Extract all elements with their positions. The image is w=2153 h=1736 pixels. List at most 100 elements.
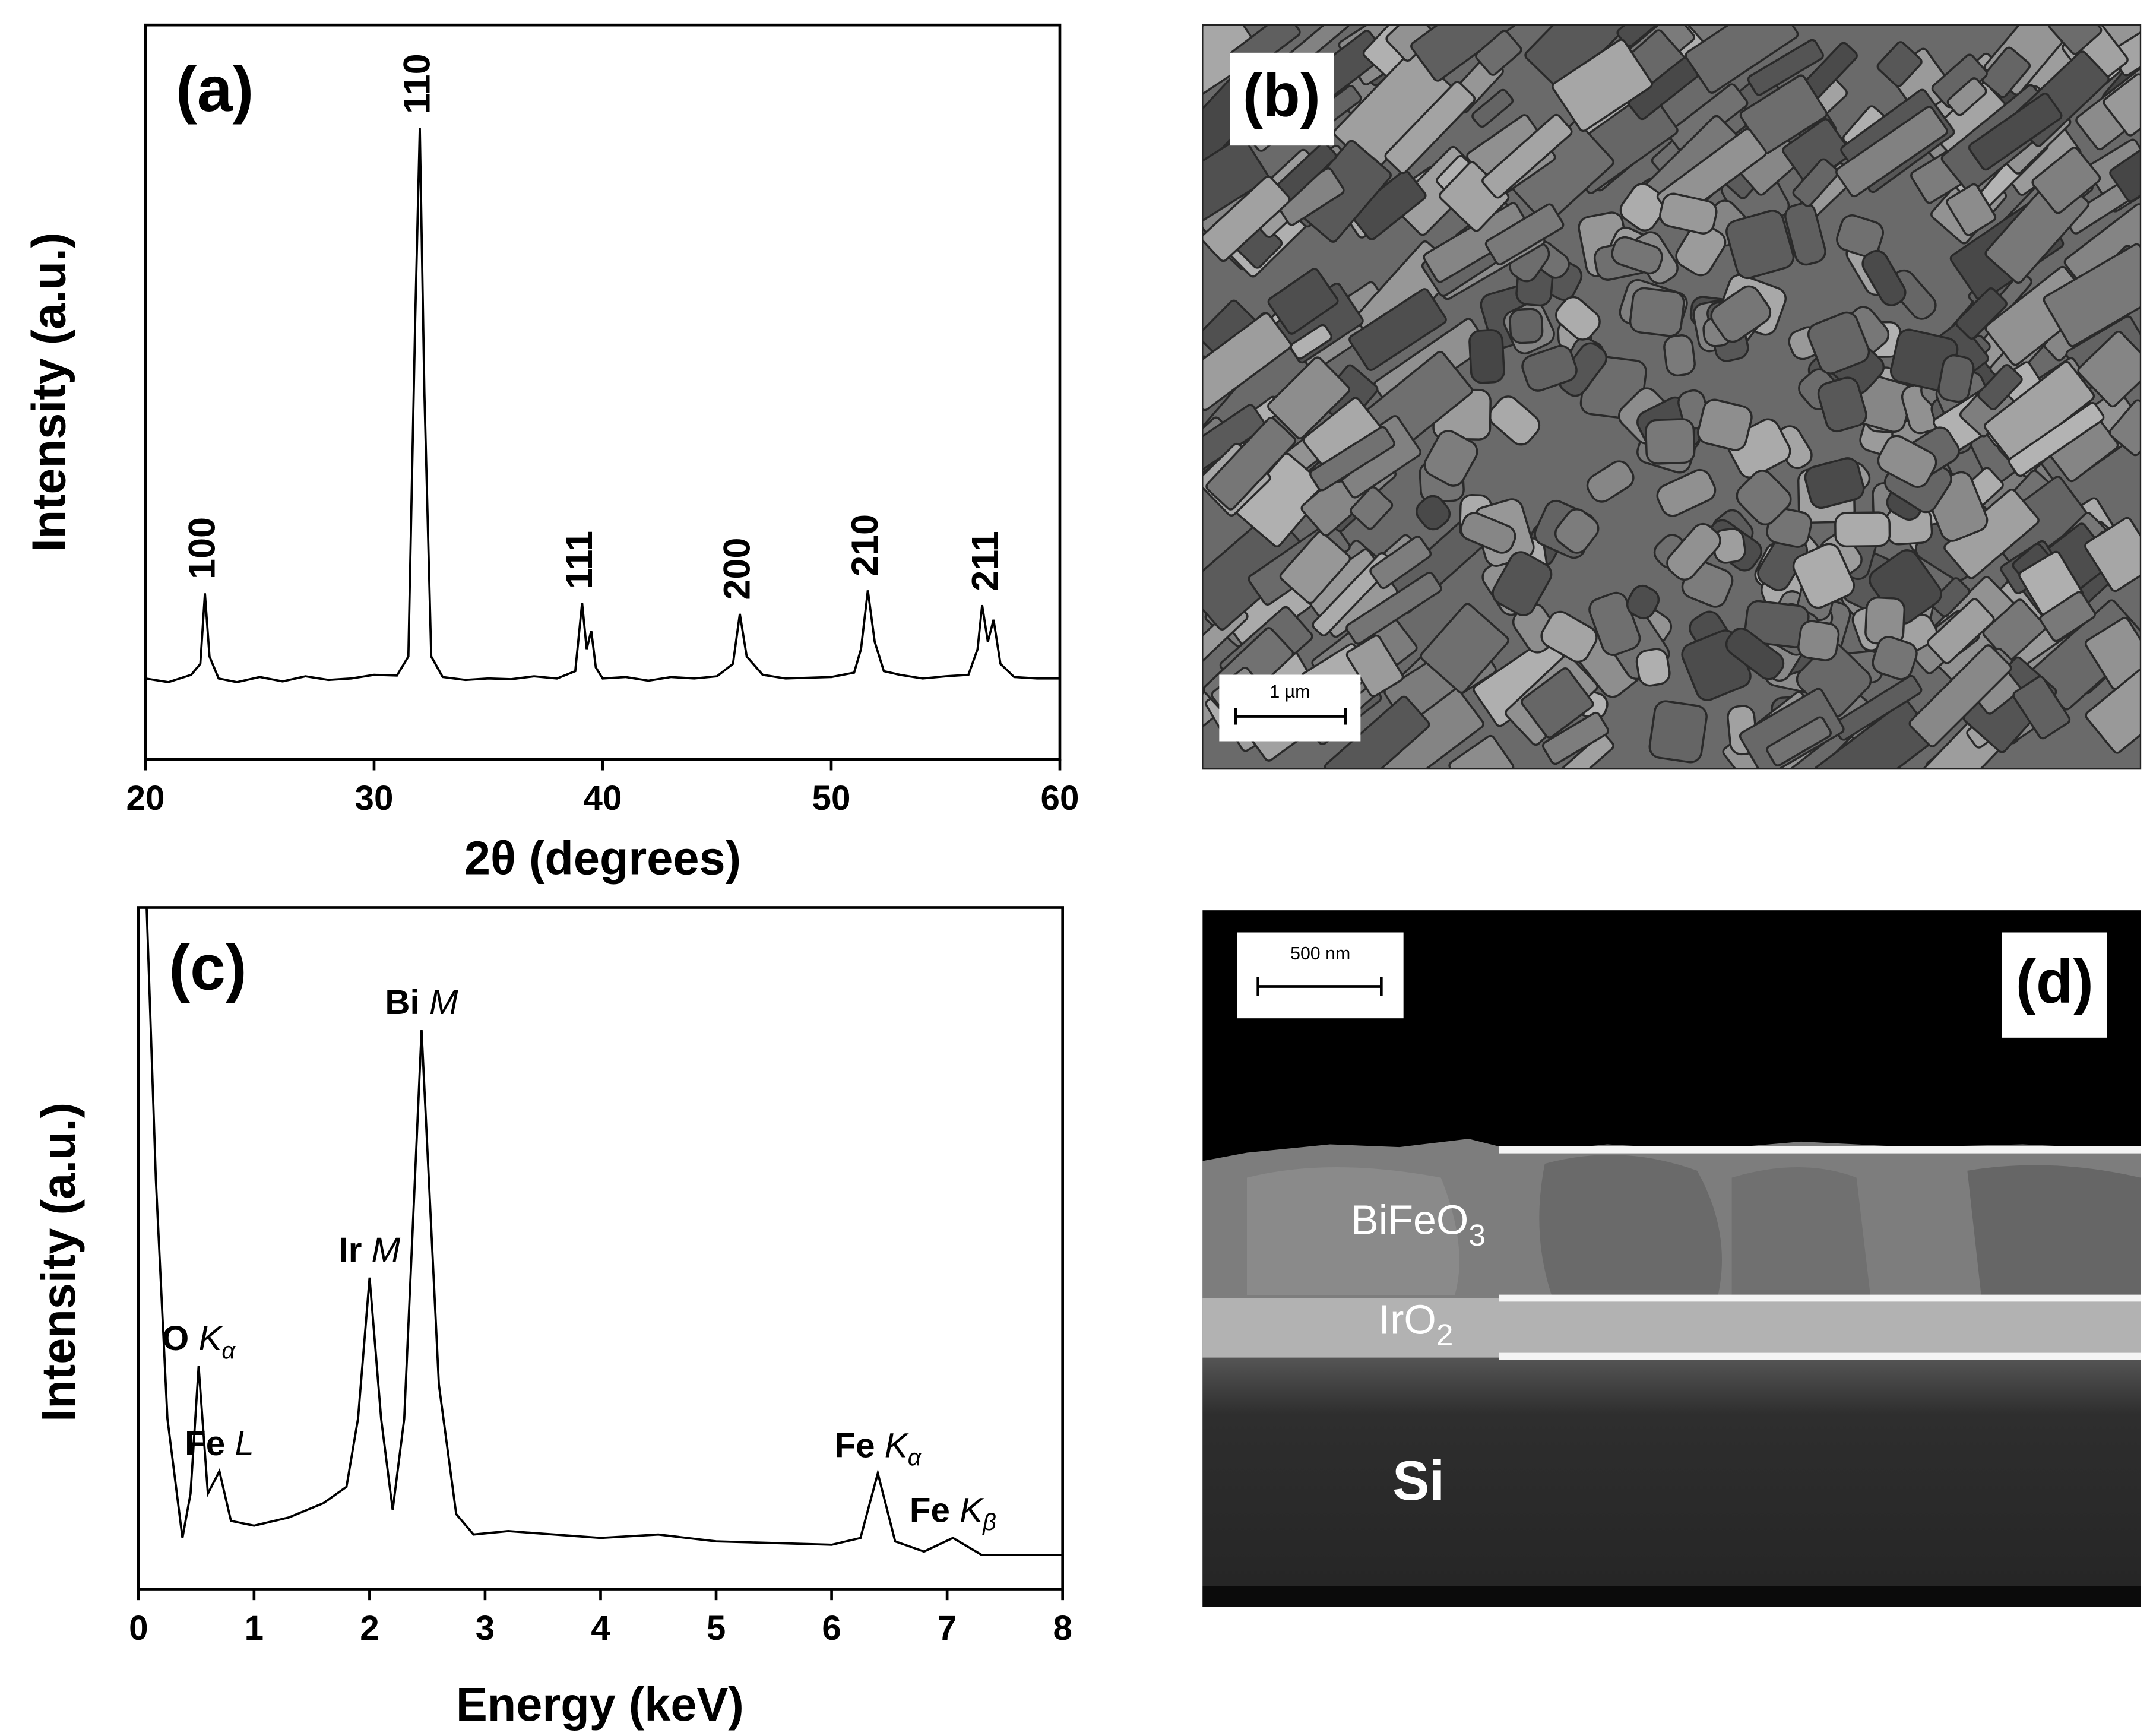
grain	[1736, 470, 1792, 526]
element: Fe	[185, 1424, 225, 1463]
panel-label: (a)	[176, 53, 254, 125]
scale-box	[1219, 674, 1361, 742]
grain	[1982, 598, 2047, 662]
scale-bar-label: 500 nm	[1290, 944, 1350, 964]
grain	[1202, 136, 1269, 224]
grain	[1725, 210, 1795, 280]
x-tick-label: 3	[476, 1609, 495, 1648]
line-subscript: β	[982, 1510, 996, 1536]
line-symbol: K	[960, 1491, 984, 1530]
line-symbol: M	[372, 1231, 401, 1269]
layer-label: BiFeO3	[1351, 1197, 1486, 1252]
grain	[1423, 429, 1478, 487]
grain	[1541, 711, 1610, 765]
grain	[1492, 551, 1553, 616]
grain	[1324, 695, 1430, 769]
label-box	[1230, 52, 1334, 146]
grain	[1836, 214, 1884, 258]
grain	[1448, 734, 1515, 769]
grain	[1876, 41, 1923, 87]
grain	[1792, 543, 1856, 609]
grain	[2077, 330, 2141, 408]
grain	[1345, 571, 1442, 645]
grain	[1666, 522, 1721, 581]
peak-label: 111	[559, 531, 600, 589]
sem-top-view	[1202, 25, 2141, 769]
scale-bar	[1256, 977, 1383, 996]
line-subscript: α	[221, 1338, 236, 1364]
x-tick-label: 2	[360, 1609, 379, 1648]
x-tick-label: 4	[591, 1609, 610, 1648]
element: Ir	[339, 1231, 362, 1269]
peak-label: Fe Kα	[834, 1427, 922, 1471]
grain	[1645, 418, 1696, 465]
element: Bi	[385, 984, 419, 1022]
grain	[1797, 620, 1840, 661]
grain	[1350, 486, 1394, 530]
grain	[1725, 627, 1785, 680]
line-symbol: K	[199, 1320, 224, 1358]
grain	[1384, 81, 1476, 175]
x-tick-label: 6	[822, 1609, 841, 1648]
label-box	[2002, 932, 2107, 1038]
x-tick-label: 1	[245, 1609, 264, 1648]
x-tick-label: 8	[1053, 1609, 1072, 1648]
x-axis-title: Energy (keV)	[456, 1678, 744, 1731]
grain	[1804, 457, 1865, 509]
grain	[2043, 243, 2141, 347]
grain	[1908, 644, 2012, 747]
grain	[1202, 175, 1291, 262]
grain	[1481, 113, 1573, 199]
grain	[1475, 30, 1522, 76]
peak-label: Bi M	[385, 984, 458, 1022]
grain	[1659, 192, 1718, 235]
grain	[1968, 93, 2063, 171]
grain	[1946, 183, 1997, 236]
grain	[2109, 148, 2141, 202]
grain	[1552, 39, 1653, 132]
peak-label: O Kα	[162, 1320, 236, 1364]
grain	[2103, 73, 2141, 137]
scale-box	[1237, 932, 1404, 1019]
x-tick-label: 40	[584, 779, 622, 818]
grain	[1955, 287, 2008, 340]
grain	[1489, 395, 1541, 446]
grain	[1420, 603, 1509, 694]
scale-bar	[1234, 708, 1347, 725]
grain	[1202, 312, 1292, 411]
y-axis-title: Intensity (a.u.)	[23, 233, 75, 552]
grain	[1981, 46, 2031, 99]
grain	[1697, 398, 1753, 451]
grain	[1521, 344, 1578, 392]
grain	[2012, 675, 2071, 740]
grain	[1369, 536, 1432, 590]
grain	[1710, 285, 1772, 343]
element: Fe	[910, 1491, 950, 1530]
peak-label: 100	[182, 517, 223, 579]
x-tick-label: 60	[1041, 779, 1079, 818]
grain	[1555, 296, 1601, 341]
grain	[1817, 376, 1867, 433]
plot-frame	[137, 906, 1065, 1591]
peak-label: 211	[964, 531, 1006, 591]
grain	[1807, 311, 1870, 375]
grain	[1685, 25, 1799, 94]
grain	[1309, 426, 1395, 492]
grain	[1977, 364, 2023, 411]
sem-cross-section	[1202, 910, 2141, 1607]
grain	[1459, 512, 1516, 554]
grain	[2084, 517, 2141, 593]
grain	[2008, 401, 2105, 477]
grain	[1540, 610, 1598, 663]
grain	[2085, 668, 2141, 754]
grain	[1509, 308, 1544, 344]
x-tick-label: 7	[938, 1609, 957, 1648]
grain	[1835, 106, 1948, 198]
line-subscript: α	[908, 1444, 922, 1471]
grain	[1930, 577, 1971, 617]
grain	[1619, 182, 1668, 232]
grain	[1560, 733, 1614, 769]
x-tick-label: 30	[355, 779, 394, 818]
grain	[1348, 288, 1447, 371]
